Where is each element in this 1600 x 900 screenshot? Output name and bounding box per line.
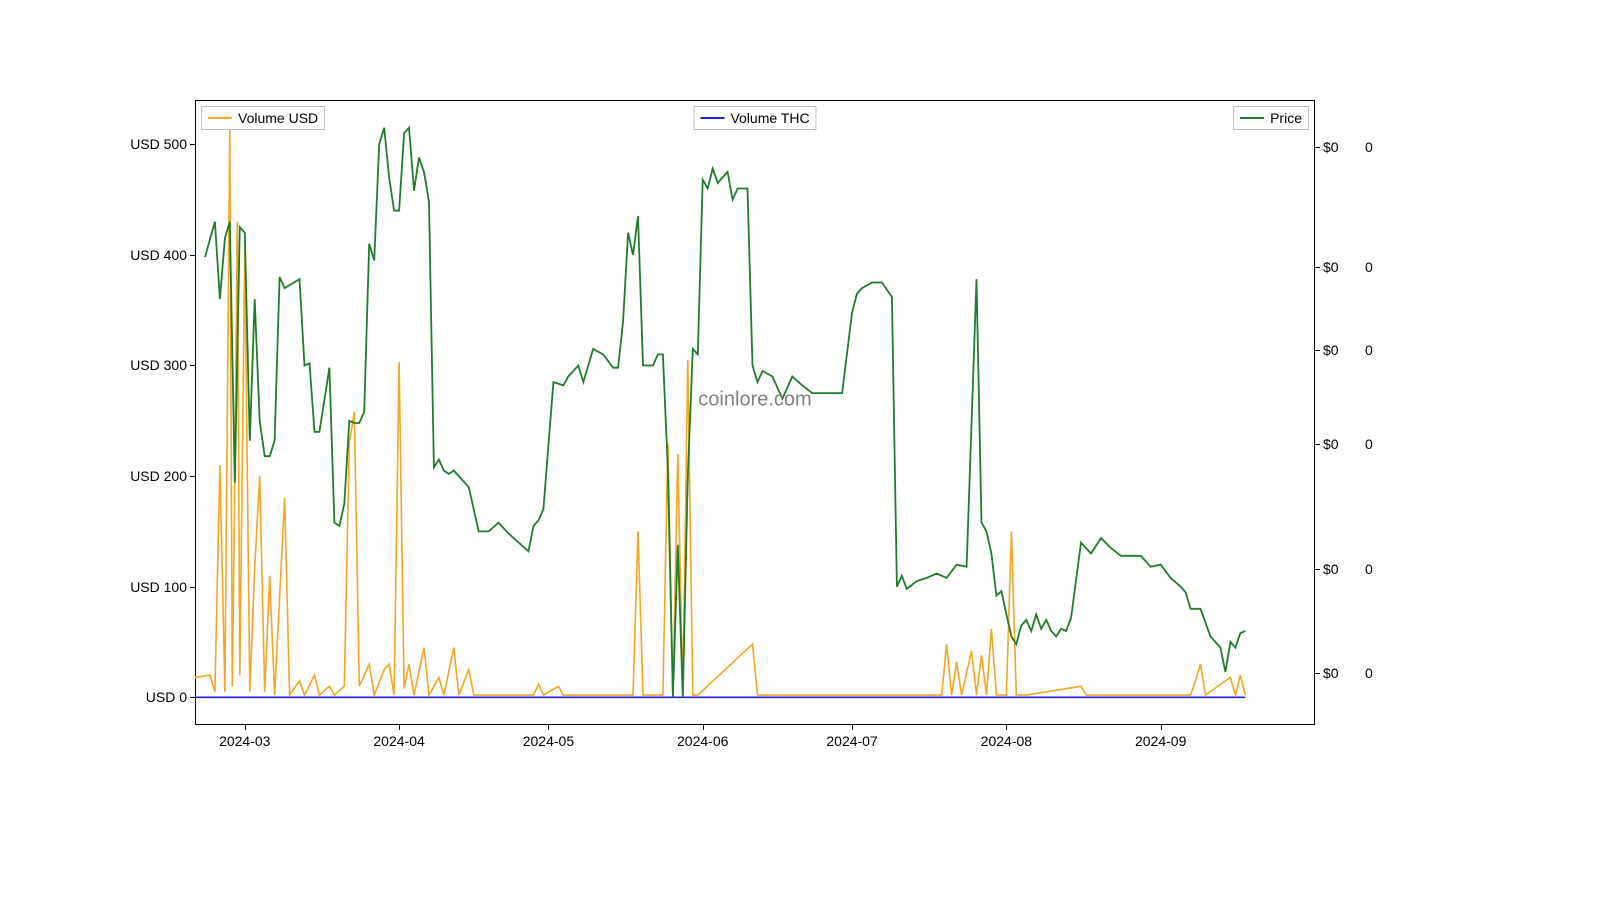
y-tick-left: USD 0 — [146, 689, 195, 705]
y-tick-left: USD 300 — [130, 357, 195, 373]
y-tick-right-outer: 0 — [1315, 561, 1373, 577]
legend-label-price: Price — [1270, 110, 1302, 126]
legend-line-price — [1240, 117, 1264, 119]
chart-plot-area: coinlore.com Volume USD Volume THC Price… — [195, 100, 1315, 725]
series-price — [205, 128, 1245, 698]
y-tick-right-outer: 0 — [1315, 665, 1373, 681]
chart-lines-svg — [195, 100, 1315, 725]
legend-label-volume-usd: Volume USD — [238, 110, 318, 126]
y-tick-right-outer: 0 — [1315, 259, 1373, 275]
legend-line-volume-thc — [700, 117, 724, 119]
series-volume-usd — [195, 128, 1245, 695]
y-tick-left: USD 100 — [130, 579, 195, 595]
legend-line-volume-usd — [208, 117, 232, 119]
legend-label-volume-thc: Volume THC — [730, 110, 809, 126]
legend-volume-usd: Volume USD — [201, 106, 325, 130]
legend-price: Price — [1233, 106, 1309, 130]
y-tick-right-outer: 0 — [1315, 139, 1373, 155]
y-tick-left: USD 400 — [130, 247, 195, 263]
y-tick-right-outer: 0 — [1315, 436, 1373, 452]
y-tick-left: USD 500 — [130, 136, 195, 152]
y-tick-left: USD 200 — [130, 468, 195, 484]
legend-volume-thc: Volume THC — [693, 106, 816, 130]
y-tick-right-outer: 0 — [1315, 342, 1373, 358]
